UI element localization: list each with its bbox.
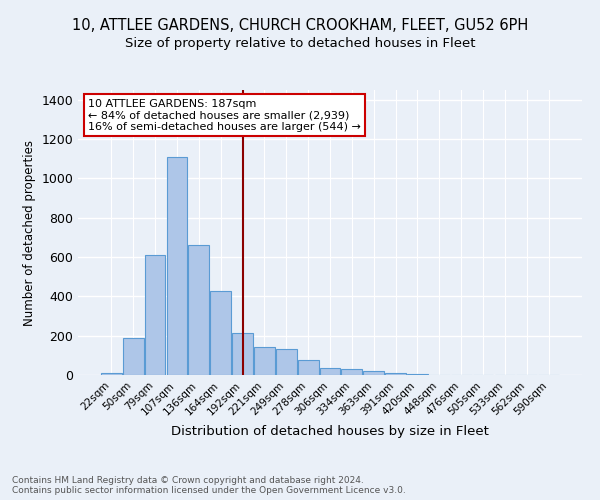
Bar	[341, 369, 362, 375]
Bar	[123, 338, 143, 375]
Text: 10, ATTLEE GARDENS, CHURCH CROOKHAM, FLEET, GU52 6PH: 10, ATTLEE GARDENS, CHURCH CROOKHAM, FLE…	[72, 18, 528, 32]
Bar	[145, 255, 166, 375]
Text: Contains HM Land Registry data © Crown copyright and database right 2024.
Contai: Contains HM Land Registry data © Crown c…	[12, 476, 406, 495]
Bar	[298, 360, 319, 375]
Bar	[254, 348, 275, 375]
Y-axis label: Number of detached properties: Number of detached properties	[23, 140, 36, 326]
Bar	[167, 157, 187, 375]
Bar	[385, 374, 406, 375]
Bar	[210, 292, 231, 375]
X-axis label: Distribution of detached houses by size in Fleet: Distribution of detached houses by size …	[171, 425, 489, 438]
Text: 10 ATTLEE GARDENS: 187sqm
← 84% of detached houses are smaller (2,939)
16% of se: 10 ATTLEE GARDENS: 187sqm ← 84% of detac…	[88, 98, 361, 132]
Bar	[407, 374, 428, 375]
Bar	[101, 373, 122, 375]
Bar	[232, 332, 253, 375]
Text: Size of property relative to detached houses in Fleet: Size of property relative to detached ho…	[125, 38, 475, 51]
Bar	[320, 368, 340, 375]
Bar	[276, 350, 296, 375]
Bar	[188, 246, 209, 375]
Bar	[364, 371, 384, 375]
